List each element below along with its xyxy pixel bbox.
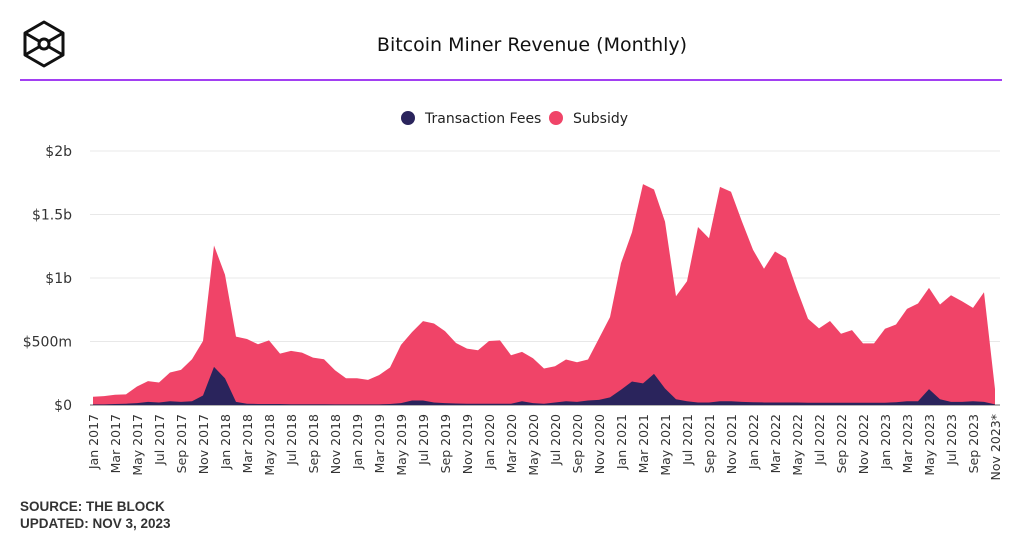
x-tick-label: Nov 2018	[328, 414, 343, 474]
y-tick-label: $500m	[23, 335, 72, 351]
x-tick-label: Sep 2023	[966, 414, 981, 473]
x-tick-label: Nov 2017	[196, 414, 211, 474]
area-subsidy	[93, 184, 995, 405]
header-divider	[20, 79, 1002, 81]
updated-text: UPDATED: NOV 3, 2023	[20, 516, 171, 531]
x-tick-label: Jul 2021	[680, 414, 695, 466]
x-tick-label: Mar 2021	[636, 414, 651, 473]
x-tick-label: May 2022	[790, 414, 805, 476]
x-tick-label: May 2018	[262, 414, 277, 476]
x-tick-label: Jul 2019	[416, 414, 431, 466]
x-tick-label: Mar 2019	[372, 414, 387, 473]
x-tick-label: Sep 2017	[174, 414, 189, 473]
x-tick-label: Jan 2017	[86, 414, 101, 470]
x-tick-label: Mar 2022	[768, 414, 783, 473]
x-tick-label: Jul 2023	[944, 414, 959, 466]
legend: Transaction Fees Subsidy	[401, 111, 628, 127]
y-tick-label: $0	[54, 398, 72, 414]
legend-label-fees: Transaction Fees	[424, 111, 541, 127]
x-tick-label: Jan 2020	[482, 414, 497, 470]
x-tick-label: Jan 2023	[878, 414, 893, 470]
x-tick-label: May 2023	[922, 414, 937, 476]
y-tick-label: $2b	[45, 144, 72, 160]
x-tick-label: Sep 2022	[834, 414, 849, 473]
x-tick-label: May 2017	[130, 414, 145, 476]
source-note: SOURCE: THE BLOCK UPDATED: NOV 3, 2023	[20, 498, 171, 532]
x-tick-label: Jul 2022	[812, 414, 827, 466]
x-tick-label: Jan 2018	[218, 414, 233, 470]
x-tick-label: Sep 2020	[570, 414, 585, 473]
legend-swatch-fees	[401, 111, 415, 125]
x-tick-label: May 2020	[526, 414, 541, 476]
x-tick-label: Jul 2020	[548, 414, 563, 466]
x-tick-label: Sep 2021	[702, 414, 717, 473]
x-tick-label: Nov 2021	[724, 414, 739, 474]
x-tick-label: Mar 2018	[240, 414, 255, 473]
x-tick-label: Sep 2018	[306, 414, 321, 473]
x-tick-label: Mar 2020	[504, 414, 519, 473]
x-tick-label: Nov 2019	[460, 414, 475, 474]
x-tick-label: Nov 2022	[856, 414, 871, 474]
source-text: SOURCE: THE BLOCK	[20, 499, 165, 514]
x-tick-label: May 2019	[394, 414, 409, 476]
y-tick-label: $1.5b	[32, 208, 72, 224]
x-tick-label: Jul 2018	[284, 414, 299, 466]
legend-label-subsidy: Subsidy	[573, 111, 628, 127]
x-tick-label: Jul 2017	[152, 414, 167, 466]
x-tick-label: Mar 2023	[900, 414, 915, 473]
x-tick-label: Nov 2023*	[988, 414, 1003, 480]
the-block-logo-icon	[23, 20, 65, 68]
y-tick-label: $1b	[45, 271, 72, 287]
x-tick-label: Nov 2020	[592, 414, 607, 474]
x-tick-label: Mar 2017	[108, 414, 123, 473]
chart-title: Bitcoin Miner Revenue (Monthly)	[376, 34, 688, 56]
x-tick-label: Sep 2019	[438, 414, 453, 473]
x-tick-label: May 2021	[658, 414, 673, 476]
x-tick-label: Jan 2019	[350, 414, 365, 470]
x-tick-label: Jan 2021	[614, 414, 629, 470]
x-tick-label: Jan 2022	[746, 414, 761, 470]
legend-swatch-subsidy	[549, 111, 563, 125]
